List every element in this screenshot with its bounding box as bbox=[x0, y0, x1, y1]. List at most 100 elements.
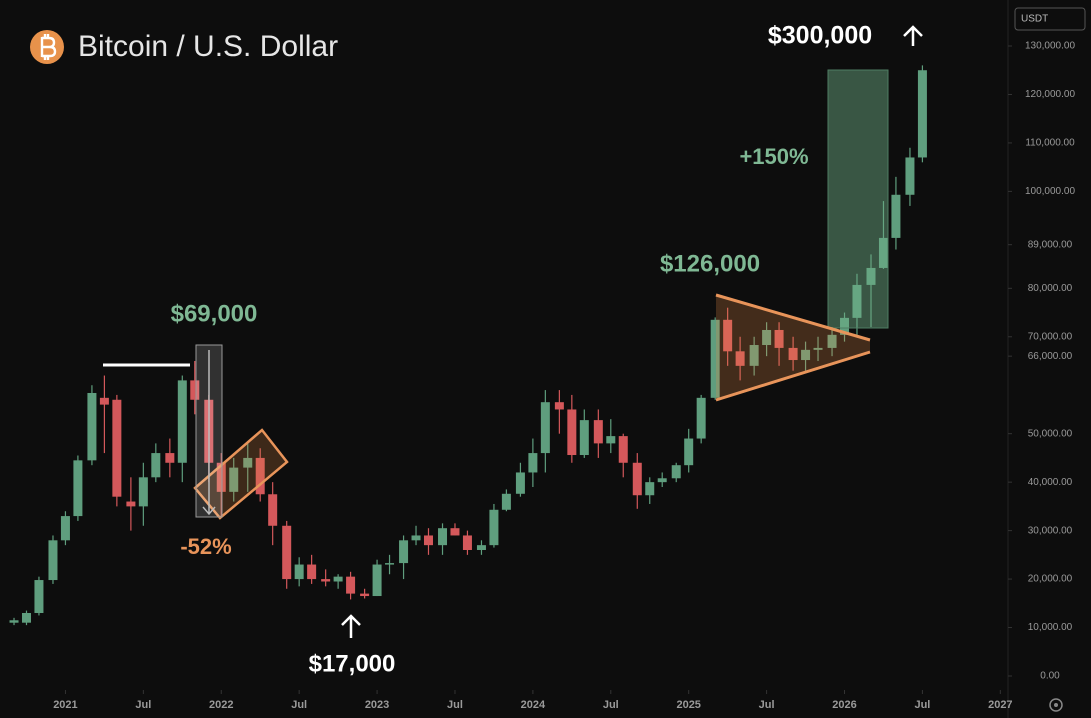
candle-body bbox=[540, 402, 550, 454]
candle-body bbox=[190, 380, 200, 400]
candle-body bbox=[723, 319, 733, 352]
annotation: $126,000 bbox=[660, 250, 760, 277]
candle-body bbox=[423, 535, 433, 546]
x-tick-label: Jul bbox=[603, 699, 619, 711]
y-tick-label: 50,000.00 bbox=[1028, 428, 1073, 439]
candle-body bbox=[372, 564, 382, 597]
x-tick-label: 2024 bbox=[521, 699, 546, 711]
y-tick-label: 120,000.00 bbox=[1025, 89, 1075, 100]
candle-body bbox=[710, 319, 720, 398]
candle-body bbox=[696, 397, 706, 439]
x-tick-label: 2025 bbox=[676, 699, 700, 711]
y-tick-label: 0.00 bbox=[1040, 671, 1060, 682]
candle-body bbox=[528, 453, 538, 473]
x-tick-label: 2023 bbox=[365, 699, 389, 711]
candle-body bbox=[813, 347, 823, 350]
candle-body bbox=[268, 494, 278, 526]
candle-body bbox=[21, 613, 31, 623]
candle-body bbox=[48, 540, 58, 581]
candle-body bbox=[60, 516, 70, 541]
currency-box[interactable] bbox=[1014, 7, 1086, 31]
y-tick-label: 80,000.00 bbox=[1028, 283, 1073, 294]
y-tick-label: 100,000.00 bbox=[1025, 186, 1075, 197]
up-arrow bbox=[903, 25, 923, 46]
candle-body bbox=[917, 70, 927, 158]
candle-body bbox=[554, 402, 564, 410]
candle-body bbox=[735, 351, 745, 366]
triangle-bottom bbox=[715, 350, 871, 402]
candle-body bbox=[852, 284, 862, 318]
triangle-top bbox=[715, 293, 871, 342]
candle-body bbox=[501, 493, 511, 510]
candle-body bbox=[567, 409, 577, 456]
measure-arrow bbox=[202, 350, 216, 516]
candle-body bbox=[618, 436, 628, 463]
x-tick-label: 2022 bbox=[209, 699, 233, 711]
candle-body bbox=[438, 528, 448, 546]
drawings bbox=[103, 25, 923, 638]
candle-body bbox=[399, 540, 409, 564]
candle-body bbox=[360, 593, 370, 597]
candle-body bbox=[657, 478, 667, 483]
candle-body bbox=[827, 334, 837, 348]
x-tick-label: 2021 bbox=[53, 699, 77, 711]
x-tick-label: Jul bbox=[135, 699, 151, 711]
candle-body bbox=[99, 397, 109, 405]
plot-area bbox=[9, 65, 927, 626]
candle-body bbox=[645, 482, 655, 496]
candle-body bbox=[294, 564, 304, 580]
candle-body bbox=[788, 347, 798, 361]
candle-body bbox=[489, 509, 499, 546]
candle-body bbox=[476, 545, 486, 550]
candle-body bbox=[632, 462, 642, 496]
candle-body bbox=[9, 620, 19, 623]
candle-body bbox=[282, 525, 292, 580]
candle-body bbox=[138, 477, 148, 507]
candle-body bbox=[515, 472, 525, 494]
candle-body bbox=[307, 564, 317, 580]
candle-body bbox=[878, 237, 888, 268]
candle-body bbox=[891, 194, 901, 238]
candle-body bbox=[243, 457, 253, 468]
candle-body bbox=[333, 576, 343, 582]
x-tick-label: Jul bbox=[914, 699, 930, 711]
candle-body bbox=[905, 157, 915, 195]
settings-icon[interactable] bbox=[1049, 698, 1063, 712]
candle-body bbox=[87, 392, 97, 461]
candle-body bbox=[34, 580, 44, 613]
y-tick-label: 40,000.00 bbox=[1028, 477, 1073, 488]
y-tick-label: 110,000.00 bbox=[1025, 138, 1075, 149]
candle-body bbox=[749, 345, 759, 366]
candle-body bbox=[177, 380, 187, 463]
channel bbox=[193, 428, 289, 520]
candle-body bbox=[593, 420, 603, 444]
triangle-fill bbox=[716, 295, 870, 400]
annotation: $17,000 bbox=[309, 650, 396, 677]
currency-label: USDT bbox=[1021, 14, 1048, 25]
candle-body bbox=[579, 420, 589, 456]
annotation: -52% bbox=[180, 534, 231, 559]
x-tick-label: 2027 bbox=[988, 699, 1012, 711]
bitcoin-logo bbox=[30, 30, 64, 64]
candle-body bbox=[762, 329, 772, 346]
candle-body bbox=[411, 535, 421, 541]
annotation: $300,000 bbox=[768, 22, 872, 50]
y-tick-label: 70,000.00 bbox=[1028, 331, 1073, 342]
y-tick-label: 89,000.00 bbox=[1028, 239, 1073, 250]
candle-body bbox=[321, 579, 331, 582]
y-tick-label: 66,000.00 bbox=[1028, 351, 1073, 362]
annotation: $69,000 bbox=[171, 300, 258, 327]
gain-box bbox=[827, 69, 889, 329]
annotation: +150% bbox=[739, 144, 808, 169]
candle-body bbox=[774, 329, 784, 348]
candle-body bbox=[671, 465, 681, 479]
up-arrow bbox=[341, 614, 361, 638]
candle-body bbox=[126, 501, 136, 507]
candle-body bbox=[165, 453, 175, 463]
candle-body bbox=[255, 457, 265, 495]
candle-body bbox=[462, 535, 472, 550]
candle-body bbox=[346, 576, 356, 594]
candle-body bbox=[229, 467, 239, 492]
